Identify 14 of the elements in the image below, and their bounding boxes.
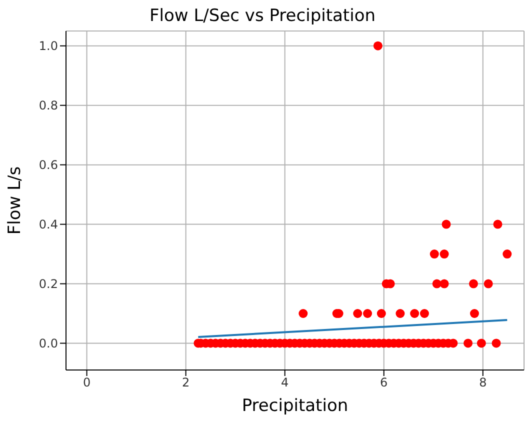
- x-axis-title: Precipitation: [242, 396, 348, 416]
- x-tick-label: 6: [380, 376, 388, 390]
- x-tick-label: 8: [479, 376, 487, 390]
- y-tick-label: 0.6: [38, 158, 58, 172]
- chart-title: Flow L/Sec vs Precipitation: [148, 5, 376, 28]
- x-tick-label: 4: [281, 376, 289, 390]
- x-tick-label: 0: [82, 376, 91, 390]
- y-tick-label: 0.0: [38, 336, 58, 350]
- y-tick-label: 0.4: [38, 218, 58, 232]
- y-tick-label: 1.0: [38, 39, 58, 54]
- y-axis-title: Flow L/s: [5, 166, 26, 235]
- x-tick-label: 2: [182, 376, 190, 390]
- y-tick-label: 0.8: [38, 98, 58, 113]
- y-tick-label: 0.2: [38, 277, 58, 292]
